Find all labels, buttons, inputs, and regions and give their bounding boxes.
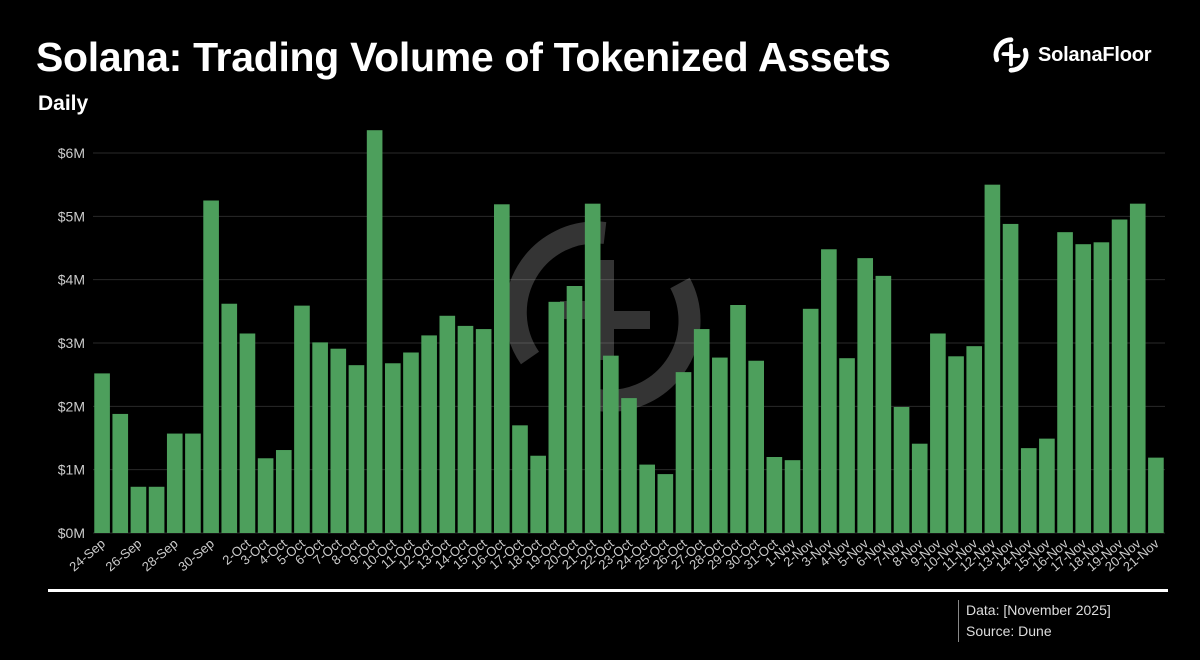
bar-13-Nov [1002,223,1019,533]
bar-20-Oct [566,286,583,533]
bar-23-Oct [621,398,637,533]
bar-15-Oct [475,329,492,533]
bar-27-Sep [148,486,165,533]
bar-1-Oct [221,303,238,533]
bar-8-Oct [348,365,365,533]
bar-9-Nov [930,333,946,533]
bar-10-Nov [948,356,964,533]
bar-29-Oct [730,305,746,533]
bar-22-Oct [603,355,619,533]
bar-9-Oct [366,130,383,533]
bar-25-Sep [112,413,129,533]
bar-5-Nov [857,258,874,533]
bar-27-Oct [693,329,710,533]
chart-subtitle: Daily [38,92,89,115]
bar-12-Oct [421,335,437,533]
bar-30-Sep [203,200,219,533]
bar-7-Oct [330,348,347,533]
bar-18-Oct [530,455,546,533]
bar-11-Oct [403,352,419,533]
brand-name: SolanaFloor [1038,43,1152,66]
chart-title: Solana: Trading Volume of Tokenized Asse… [36,34,891,80]
bar-14-Nov [1020,448,1037,533]
y-tick-label: $6M [58,145,85,161]
bar-1-Nov [784,460,801,533]
bar-4-Nov [839,358,855,533]
bar-8-Nov [911,443,928,533]
y-axis-ticks: $0M $1M $2M $3M $4M $5M $6M [58,145,85,541]
bar-25-Oct [657,474,674,533]
footer-divider [48,589,1168,592]
bar-3-Oct [257,458,274,533]
bar-chart: $0M $1M $2M $3M $4M $5M $6M 24-Sep26-Sep28-Sep… [58,130,1165,574]
solanafloor-logo-icon [993,37,1029,73]
bar-24-Oct [639,464,655,533]
bar-17-Oct [512,425,528,533]
brand-logo: SolanaFloor [992,36,1152,74]
bars [94,130,1164,534]
source-note: Data: [November 2025] Source: Dune [958,600,1111,642]
bar-19-Oct [548,301,565,533]
y-tick-label: $5M [58,208,85,224]
bar-20-Nov [1129,203,1146,534]
data-source-note: Source: Dune [966,623,1052,639]
bar-24-Sep [94,373,110,533]
bar-17-Nov [1075,244,1092,533]
bar-21-Oct [584,203,601,534]
bar-19-Nov [1111,219,1128,533]
y-tick-label: $2M [58,398,85,414]
bar-28-Oct [712,357,728,533]
x-tick-label: 26-Sep [103,536,145,574]
y-tick-label: $1M [58,462,85,478]
bar-26-Oct [675,372,692,533]
bar-7-Nov [893,406,910,533]
bar-3-Nov [821,249,837,533]
solanafloor-watermark-icon [504,221,701,412]
bar-6-Oct [312,342,328,533]
data-date-note: Data: [November 2025] [966,602,1111,618]
bar-13-Oct [439,315,456,533]
bar-31-Oct [766,457,783,533]
bar-18-Nov [1093,242,1110,534]
y-tick-label: $3M [58,335,85,351]
bar-28-Sep [166,433,183,533]
bar-30-Oct [748,360,764,533]
x-tick-label: 28-Sep [139,536,181,574]
y-tick-label: $4M [58,272,85,288]
bar-2-Oct [239,333,256,533]
bar-5-Oct [294,305,310,533]
y-tick-label: $0M [58,525,85,541]
bar-11-Nov [966,346,983,533]
bar-14-Oct [457,325,474,533]
bar-10-Oct [384,363,401,533]
bar-4-Oct [275,450,292,533]
x-tick-label: 30-Sep [175,536,217,574]
bar-12-Nov [984,184,1001,534]
bar-29-Sep [185,433,201,533]
x-tick-label: 24-Sep [66,536,108,574]
bar-21-Nov [1148,457,1164,533]
bar-15-Nov [1039,438,1055,533]
bar-16-Nov [1057,232,1073,534]
bar-2-Nov [802,308,819,533]
bar-6-Nov [875,275,892,533]
bar-16-Oct [494,204,510,534]
bar-26-Sep [130,486,147,533]
